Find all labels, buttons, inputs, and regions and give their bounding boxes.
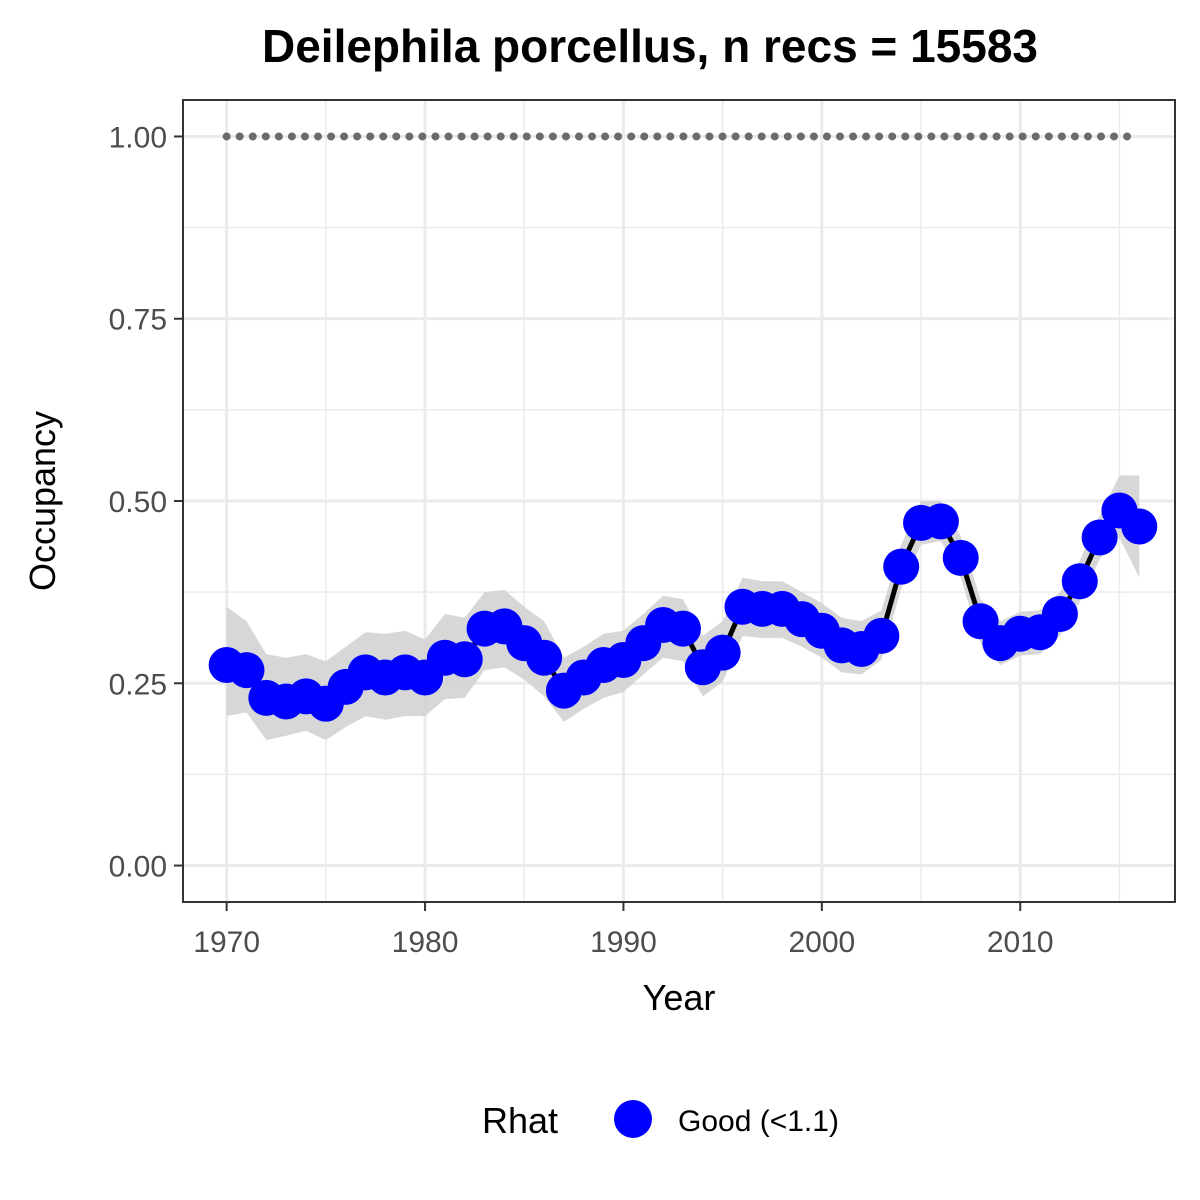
y-tick-label: 0.00	[109, 851, 167, 884]
chart-title: Deilephila porcellus, n recs = 15583	[262, 20, 1038, 72]
legend-label-good: Good (<1.1)	[678, 1105, 839, 1138]
grid-major	[183, 100, 1175, 902]
data-point	[446, 641, 483, 678]
x-tick-label: 2000	[788, 926, 855, 959]
point-layer	[208, 492, 1158, 722]
data-point	[1121, 508, 1158, 545]
data-point	[704, 634, 741, 671]
data-point	[922, 503, 959, 540]
x-tick-label: 2010	[987, 926, 1054, 959]
x-tick-label: 1970	[193, 926, 260, 959]
data-point	[664, 610, 701, 647]
y-tick-label: 0.25	[109, 668, 167, 701]
data-point	[526, 639, 563, 676]
y-axis-ticks: 0.00 0.25 0.50 0.75 1.00	[109, 121, 183, 884]
data-point	[1041, 596, 1078, 633]
x-axis-title: Year	[643, 977, 716, 1018]
data-point	[228, 652, 265, 689]
data-point	[1081, 519, 1118, 556]
x-tick-label: 1980	[392, 926, 459, 959]
data-point	[1061, 563, 1098, 600]
x-tick-label: 1990	[590, 926, 657, 959]
legend-title: Rhat	[482, 1100, 558, 1141]
y-axis-title: Occupancy	[22, 411, 63, 591]
x-axis-ticks: 1970 1980 1990 2000 2010	[193, 902, 1054, 959]
y-tick-label: 1.00	[109, 121, 167, 154]
data-point	[883, 548, 920, 585]
y-tick-label: 0.75	[109, 304, 167, 337]
legend-key-good	[614, 1100, 652, 1138]
data-point	[863, 617, 900, 654]
data-point	[942, 539, 979, 576]
legend: Rhat Good (<1.1)	[482, 1100, 839, 1141]
y-tick-label: 0.50	[109, 486, 167, 519]
